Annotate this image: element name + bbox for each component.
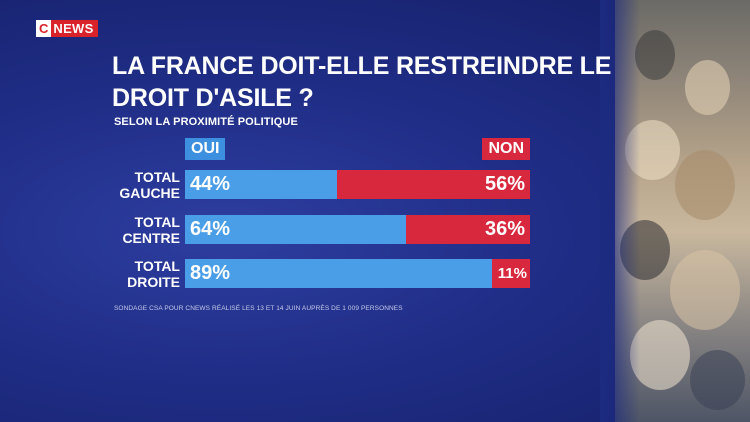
legend-oui: OUI [185,138,226,160]
data-label-non: 56% [484,173,525,195]
cnews-logo: C NEWS [36,20,98,37]
bar-non: 36% [405,215,530,244]
bar-oui: 64% [185,215,406,244]
bar-row: 44% 56% [185,170,530,199]
row-label: TOTAL GAUCHE [119,169,180,201]
photo-fade [600,0,640,422]
bar-row: 64% 36% [185,215,530,244]
bar-oui: 89% [185,259,493,288]
data-label-non: 36% [484,218,525,240]
source-note: SONDAGE CSA POUR CNEWS RÉALISÉ LES 13 ET… [114,305,403,312]
chart-title: LA FRANCE DOIT-ELLE RESTREINDRE LE DROIT… [112,52,612,112]
bar-row: 89% 11% [185,259,530,288]
logo-c: C [36,20,52,37]
bar-oui: 44% [185,170,337,199]
data-label-non: 11% [497,265,527,282]
legend-non: NON [482,138,530,160]
bar-non: 56% [336,170,530,199]
row-label: TOTAL CENTRE [122,214,180,246]
bar-non: 11% [492,259,530,288]
data-label-oui: 89% [190,262,231,284]
data-label-oui: 44% [190,173,231,195]
chart-subtitle: SELON LA PROXIMITÉ POLITIQUE [114,116,298,128]
logo-text: NEWS [51,20,98,37]
data-label-oui: 64% [190,218,231,240]
row-label: TOTAL DROITE [127,258,180,290]
